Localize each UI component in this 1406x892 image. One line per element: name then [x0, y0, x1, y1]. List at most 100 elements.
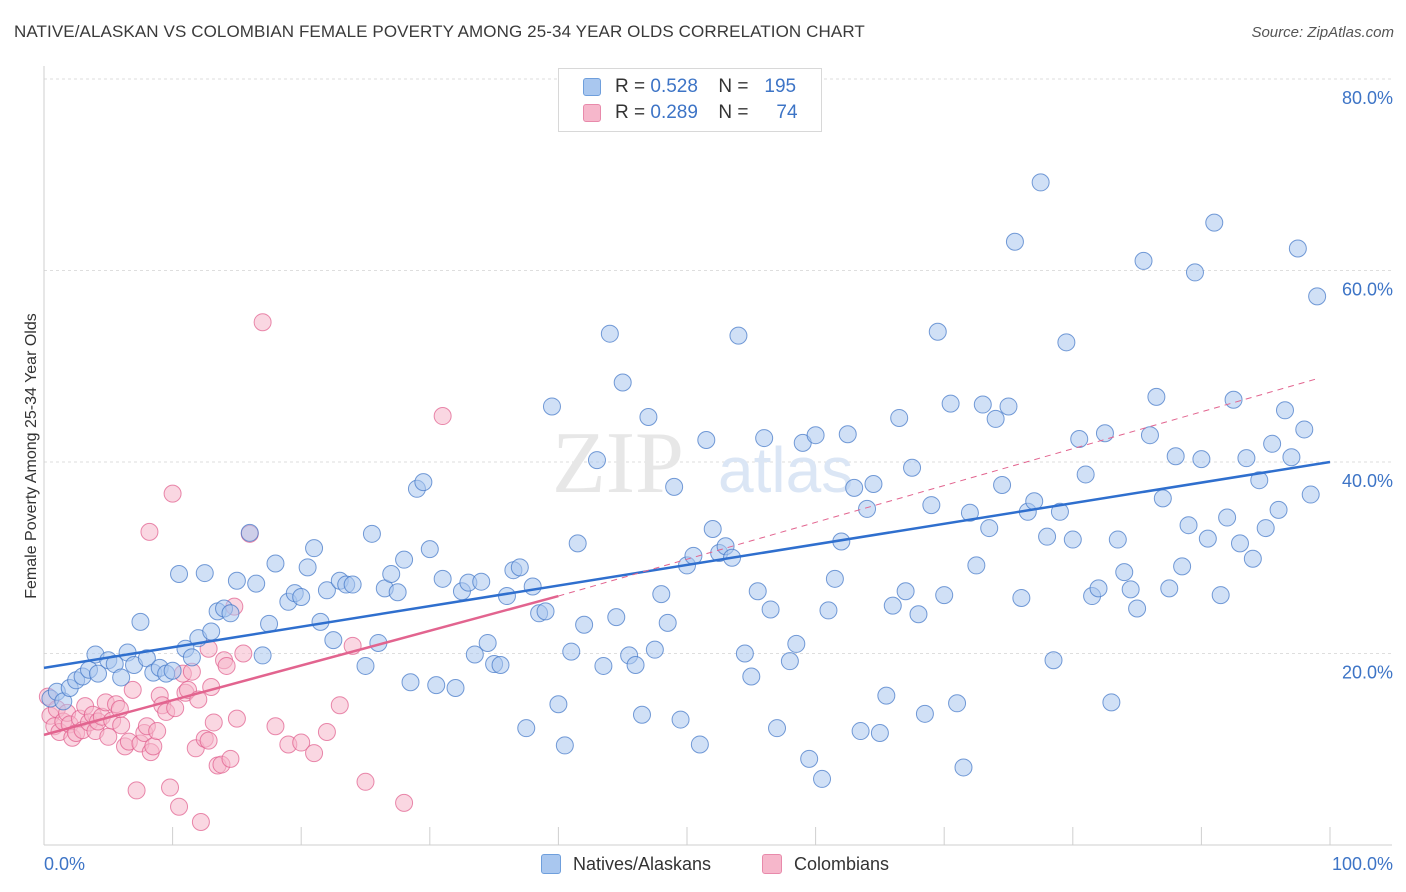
data-point: [568, 534, 587, 553]
data-point: [292, 733, 311, 752]
data-point: [127, 781, 146, 800]
data-point: [1044, 651, 1063, 670]
legend-n-value: 195: [764, 76, 797, 97]
data-point: [1308, 287, 1327, 306]
data-point: [639, 407, 658, 426]
data-point: [1282, 448, 1301, 467]
data-point: [845, 478, 864, 497]
data-point: [227, 571, 246, 590]
data-point: [395, 550, 414, 569]
data-point: [1218, 508, 1237, 527]
data-point: [697, 430, 716, 449]
data-point: [928, 322, 947, 341]
natives-points: [41, 173, 1327, 788]
data-point: [305, 744, 324, 763]
data-point: [1121, 580, 1140, 599]
data-point: [148, 722, 167, 741]
data-point: [890, 408, 909, 427]
series-legend-natives: Natives/Alaskans: [541, 852, 711, 876]
data-point: [632, 705, 651, 724]
data-point: [883, 596, 902, 615]
data-point: [1140, 426, 1159, 445]
data-point: [1237, 449, 1256, 468]
data-point: [1185, 263, 1204, 282]
watermark-zip: ZIP: [552, 415, 684, 512]
data-point: [915, 704, 934, 723]
data-point: [755, 429, 774, 448]
data-point: [1198, 529, 1217, 548]
data-point: [465, 645, 484, 664]
data-point: [768, 719, 787, 738]
stats-legend: R = 0.528 N = 195 R = 0.289 N = 74: [558, 68, 822, 132]
data-point: [748, 582, 767, 601]
data-point: [343, 575, 362, 594]
data-point: [658, 613, 677, 632]
data-point: [266, 554, 285, 573]
data-point: [935, 586, 954, 605]
data-point: [742, 667, 761, 686]
source-label: Source: ZipAtlas.com: [1251, 24, 1394, 41]
data-point: [877, 686, 896, 705]
series-label-colombians: Colombians: [794, 853, 890, 874]
data-point: [1160, 579, 1179, 598]
data-point: [1005, 232, 1024, 251]
data-point: [825, 569, 844, 588]
data-point: [864, 475, 883, 494]
data-point: [671, 710, 690, 729]
data-point: [195, 564, 214, 583]
data-point: [594, 656, 613, 675]
data-point: [446, 678, 465, 697]
y-tick-label: 60.0%: [1342, 280, 1393, 300]
data-point: [703, 520, 722, 539]
data-point: [941, 394, 960, 413]
data-point: [1211, 586, 1230, 605]
data-point: [1275, 401, 1294, 420]
legend-row-natives: R = 0.528 N = 195: [583, 76, 796, 98]
data-point: [851, 722, 870, 741]
data-point: [780, 652, 799, 671]
legend-swatch-natives: [583, 78, 601, 96]
data-point: [645, 640, 664, 659]
data-point: [388, 583, 407, 602]
series-legend-colombians: Colombians: [762, 852, 889, 876]
data-point: [1076, 465, 1095, 484]
data-point: [234, 644, 253, 663]
data-point: [993, 475, 1012, 494]
data-point: [1173, 557, 1192, 576]
data-point: [221, 604, 240, 623]
data-point: [960, 503, 979, 522]
trend-line-natives: [43, 460, 1331, 670]
data-point: [626, 655, 645, 674]
data-point: [362, 524, 381, 543]
data-point: [356, 656, 375, 675]
data-point: [562, 642, 581, 661]
data-point: [395, 793, 414, 812]
data-point: [870, 723, 889, 742]
trend-line-colombians: [43, 594, 559, 737]
legend-r-label: R =: [615, 102, 651, 123]
data-point: [1115, 563, 1134, 582]
data-point: [144, 737, 163, 756]
data-point: [787, 634, 806, 653]
data-point: [1089, 579, 1108, 598]
data-point: [980, 519, 999, 538]
data-point: [170, 565, 189, 584]
data-point: [292, 588, 311, 607]
data-point: [813, 769, 832, 788]
legend-swatch-colombians: [583, 104, 601, 122]
data-point: [414, 473, 433, 492]
data-point: [613, 373, 632, 392]
data-point: [324, 631, 343, 650]
data-point: [1301, 485, 1320, 504]
legend-r-label: R =: [615, 76, 651, 97]
data-point: [948, 694, 967, 713]
x-tick-label-min: 0.0%: [44, 854, 85, 874]
data-point: [161, 778, 180, 797]
data-point: [202, 622, 221, 641]
data-point: [433, 569, 452, 588]
data-point: [433, 407, 452, 426]
data-point: [356, 772, 375, 791]
data-point: [838, 425, 857, 444]
y-tick-label: 20.0%: [1342, 663, 1393, 683]
watermark: ZIP atlas: [552, 415, 853, 512]
